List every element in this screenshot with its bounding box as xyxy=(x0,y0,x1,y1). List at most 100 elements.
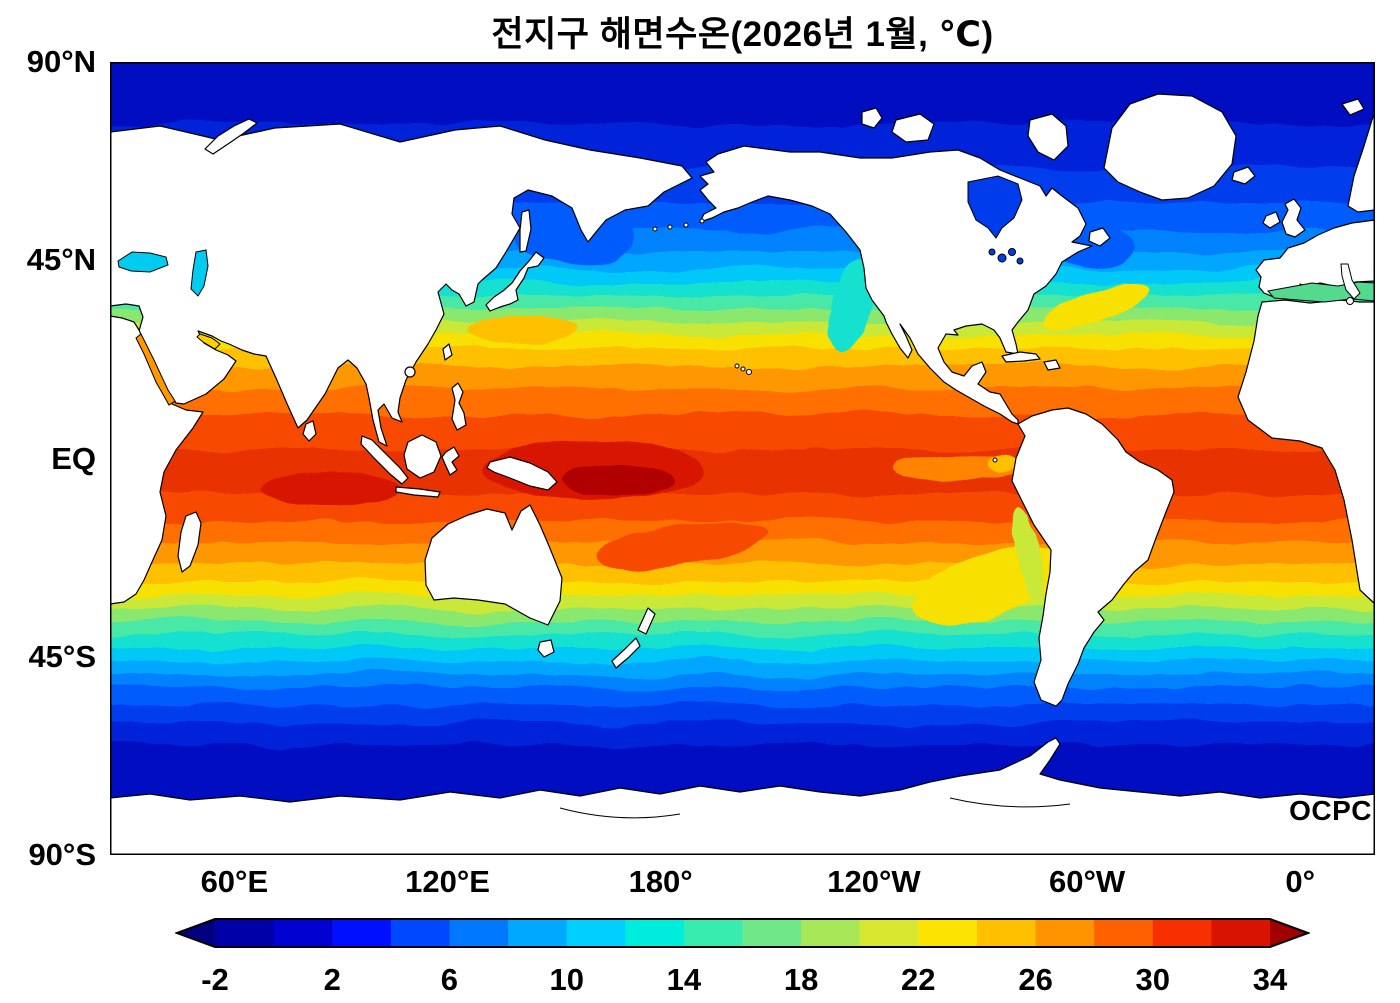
antarctic-ice-shelf-line xyxy=(559,807,681,819)
land-taiwan xyxy=(442,343,453,361)
land-banks-island xyxy=(861,107,883,129)
sst-feature-indian-warm xyxy=(260,474,400,506)
colorbar-tick-label: 18 xyxy=(784,962,818,997)
great-lake xyxy=(997,253,1007,263)
red-sea xyxy=(135,333,176,406)
land-south-america xyxy=(1011,407,1175,707)
black-sea xyxy=(117,251,169,273)
colorbar-tick-label: 6 xyxy=(441,962,458,997)
land-japan xyxy=(485,251,545,312)
land-sicily xyxy=(1346,297,1354,305)
chart-title: 전지구 해면수온(2026년 1월, ℃) xyxy=(491,15,994,54)
colorbar-segment xyxy=(859,919,919,947)
land-greenland xyxy=(1103,93,1237,201)
x-tick-label: 60°E xyxy=(200,864,269,899)
great-lake xyxy=(988,248,996,256)
aleutian-island xyxy=(699,218,705,224)
land-eurasia xyxy=(110,123,693,447)
land-new-guinea xyxy=(486,456,558,491)
colorbar-segment xyxy=(566,919,626,947)
colorbar-segment xyxy=(918,919,978,947)
colorbar-segment xyxy=(801,919,861,947)
colorbar-segment xyxy=(742,919,802,947)
land-sulawesi xyxy=(441,446,460,476)
antarctic-ice-shelf-line xyxy=(949,797,1071,808)
colorbar-segment xyxy=(683,919,744,947)
colorbar-tick-label: 26 xyxy=(1018,962,1052,997)
land-new-zealand-south xyxy=(611,637,641,669)
colorbar-tick-label: -2 xyxy=(201,962,229,997)
y-tick-label: 90°N xyxy=(26,44,96,79)
colorbar-segment xyxy=(449,919,509,947)
colorbar-segment xyxy=(215,919,275,947)
sst-feature-gulf-stream-warm xyxy=(1043,282,1147,332)
x-tick-label: 180° xyxy=(628,864,693,899)
sst-feature-chile-coastal-cool xyxy=(1015,505,1045,605)
x-axis: 60°E 120°E 180° 120°W 60°W 0° xyxy=(110,864,1375,908)
great-lake xyxy=(1016,257,1024,265)
land-iceland xyxy=(1231,166,1256,185)
hawaii-island xyxy=(746,369,752,375)
sst-feature-kuroshio-warm xyxy=(465,316,575,344)
land-tasmania xyxy=(537,639,555,658)
colorbar-tick-label: 14 xyxy=(667,962,702,997)
land-ireland xyxy=(1262,211,1281,229)
colorbar-segment xyxy=(1094,919,1154,947)
land-philippines xyxy=(451,382,467,431)
caspian-sea xyxy=(190,249,209,297)
land-java xyxy=(395,486,441,498)
persian-gulf xyxy=(196,333,221,350)
colorbar-tick-label: 10 xyxy=(549,962,583,997)
land-sakhalin xyxy=(519,209,532,253)
colorbar-segment xyxy=(1152,919,1212,947)
hudson-bay xyxy=(967,175,1023,239)
colorbar-segment xyxy=(273,919,333,947)
y-tick-label: 45°S xyxy=(28,638,96,674)
y-tick-label: 90°S xyxy=(28,837,96,872)
land-borneo xyxy=(403,434,442,479)
small-islands xyxy=(652,218,998,463)
x-tick-label: 120°E xyxy=(405,864,490,899)
colorbar-segment xyxy=(1035,919,1095,947)
y-tick-label: 45°N xyxy=(26,242,96,278)
y-tick-label: EQ xyxy=(51,440,96,476)
sst-feature-california-cool xyxy=(829,258,875,352)
land-sumatra xyxy=(360,435,409,485)
land-novaya-zemlya xyxy=(204,118,258,155)
land-hispaniola xyxy=(1043,359,1061,371)
great-lake xyxy=(1008,248,1016,256)
x-tick-label: 60°W xyxy=(1049,864,1126,899)
land-hainan xyxy=(404,366,416,378)
land-baffin-island xyxy=(1027,113,1069,161)
colorbar-wrap: -2 2 6 10 14 18 22 26 30 34 xyxy=(174,916,1311,1000)
land-svalbard xyxy=(1341,98,1365,116)
ocpc-logo: OCPC xyxy=(1289,795,1372,826)
land-cuba xyxy=(1001,351,1041,363)
y-axis: 90°N 45°N EQ 45°S 90°S xyxy=(0,44,104,872)
aleutian-island xyxy=(683,222,689,228)
colorbar-tick-label: 30 xyxy=(1136,962,1170,997)
galapagos-island xyxy=(992,457,998,463)
colorbar: -2 2 6 10 14 18 22 26 30 34 xyxy=(174,918,1311,997)
land-victoria-island xyxy=(891,113,935,143)
colorbar-outline xyxy=(174,918,1311,948)
x-tick-label: 120°W xyxy=(827,864,921,899)
colorbar-right-arrow xyxy=(1270,919,1308,947)
land-sri-lanka xyxy=(302,420,317,442)
aleutian-island xyxy=(652,226,658,232)
hawaii-island xyxy=(734,363,740,369)
colorbar-segment xyxy=(332,919,392,947)
sst-map xyxy=(110,62,1375,855)
aleutian-island xyxy=(667,224,673,230)
marginal-seas xyxy=(117,175,1375,406)
colorbar-left-arrow xyxy=(177,919,215,947)
sst-feature-warm-pool-core xyxy=(565,467,675,497)
colorbar-segment xyxy=(390,919,451,947)
colorbar-segment xyxy=(1211,919,1271,947)
land-britain xyxy=(1281,198,1306,238)
sst-feature-coral-sea-warm xyxy=(595,521,765,569)
land-australia xyxy=(424,504,563,626)
land-new-zealand-north xyxy=(637,607,656,635)
colorbar-tick-label: 34 xyxy=(1253,962,1288,997)
